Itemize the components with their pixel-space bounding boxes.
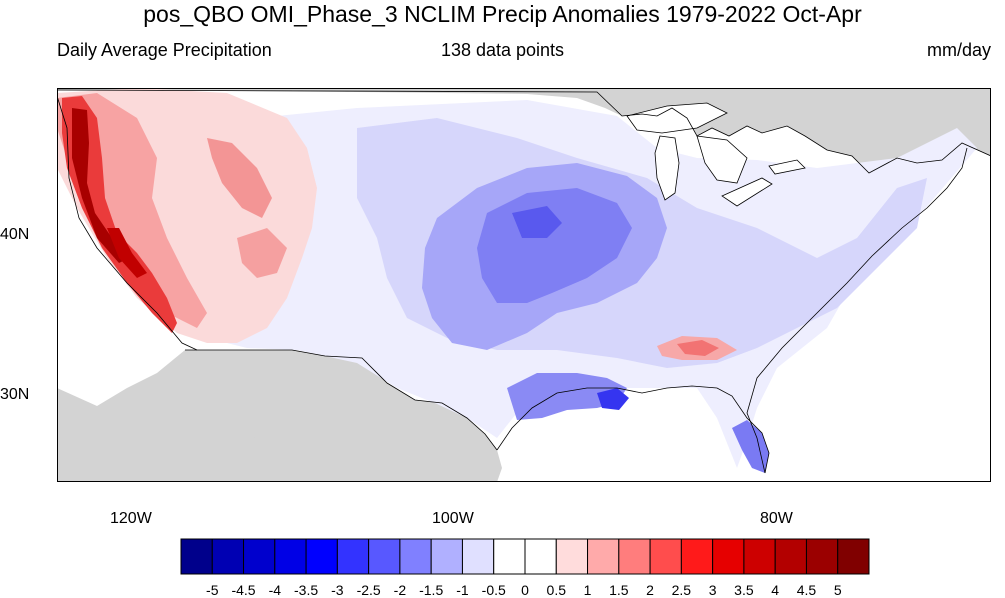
colorbar-label: -3.5 — [294, 582, 319, 598]
colorbar-box — [743, 538, 776, 575]
colorbar-box — [805, 538, 839, 575]
subtitle-left: Daily Average Precipitation — [57, 40, 272, 60]
colorbar-label: 3.5 — [734, 582, 754, 598]
colorbar-label: -0.5 — [481, 582, 506, 598]
colorbar-box — [837, 538, 870, 575]
colorbar-label: 3 — [708, 582, 717, 598]
colorbar-box — [587, 538, 620, 575]
colorbar-label: -2.5 — [356, 582, 381, 598]
lake-michigan — [654, 135, 680, 201]
lake-erie — [721, 177, 773, 207]
colorbar-box — [774, 538, 807, 575]
lake-ontario — [768, 159, 806, 175]
plains-dark-blue — [512, 206, 562, 238]
colorbar-box — [274, 538, 307, 575]
colorbar-box — [461, 538, 495, 575]
colorbar-label: 1 — [583, 582, 592, 598]
colorbar-box — [180, 538, 213, 575]
us-border-outline — [57, 89, 991, 174]
lon-label-80w: 80W — [760, 510, 793, 527]
us-mexico-border — [185, 349, 498, 451]
colorbar-box — [336, 538, 370, 575]
lat-label-30n: 30N — [0, 386, 30, 403]
colorbar-label: 0.5 — [546, 582, 566, 598]
lake-huron — [696, 135, 748, 184]
canada-land — [57, 88, 991, 173]
colorbar-label: -1.5 — [419, 582, 444, 598]
atlantic-coastline — [746, 147, 968, 474]
utah-red-patch — [237, 228, 287, 278]
colorbar — [180, 538, 870, 575]
lat-label-40n: 40N — [0, 226, 30, 243]
sierra-nevada-red — [107, 228, 147, 278]
colorbar-label: 0 — [521, 582, 529, 598]
colorbar-label: -1 — [456, 582, 469, 598]
florida-blue — [732, 420, 769, 473]
colorbar-label: -4 — [268, 582, 282, 598]
subtitle-center: 138 data points — [440, 40, 565, 60]
colorbar-box — [430, 538, 463, 575]
colorbar-box — [618, 538, 651, 575]
pacific-coast-red — [62, 96, 177, 333]
colorbar-label: 4.5 — [796, 582, 817, 598]
lon-label-100w: 100W — [432, 510, 474, 527]
colorbar-box — [368, 538, 401, 575]
colorbar-label: -5 — [206, 582, 219, 598]
colorbar-box — [305, 538, 338, 575]
southeast-red — [677, 340, 719, 356]
colorbar-box — [555, 538, 589, 575]
colorbar-box — [712, 538, 745, 575]
pacific-coastline — [57, 95, 198, 351]
map-title: pos_QBO OMI_Phase_3 NCLIM Precip Anomali… — [143, 1, 862, 27]
colorbar-box — [493, 538, 526, 575]
lake-superior — [626, 102, 728, 134]
baja-california — [202, 363, 255, 444]
pacific-coast-dark-red — [72, 108, 129, 263]
colorbar-label: 2.5 — [671, 582, 692, 598]
colorbar-box — [243, 538, 276, 575]
colorbar-box — [524, 538, 557, 575]
louisiana-dark-blue — [597, 388, 629, 410]
colorbar-label: 5 — [833, 582, 842, 598]
rockies-red-patch — [207, 138, 272, 218]
precip-anomaly-map — [57, 88, 991, 482]
colorbar-box — [211, 538, 245, 575]
colorbar-box — [680, 538, 714, 575]
colorbar-label: -3 — [331, 582, 344, 598]
subtitle-units: mm/day — [926, 40, 991, 60]
map-frame — [57, 88, 991, 482]
mexico-land — [57, 350, 502, 482]
lon-label-120w: 120W — [110, 510, 152, 527]
colorbar-box — [399, 538, 432, 575]
colorbar-label: 2 — [646, 582, 654, 598]
colorbar-box — [649, 538, 682, 575]
colorbar-label: 4 — [771, 582, 780, 598]
colorbar-label: -2 — [393, 582, 407, 598]
gulf-coastline — [496, 385, 770, 474]
colorbar-label: -4.5 — [231, 582, 256, 598]
colorbar-label: 1.5 — [609, 582, 629, 598]
gulf-coast-blue — [507, 373, 627, 420]
